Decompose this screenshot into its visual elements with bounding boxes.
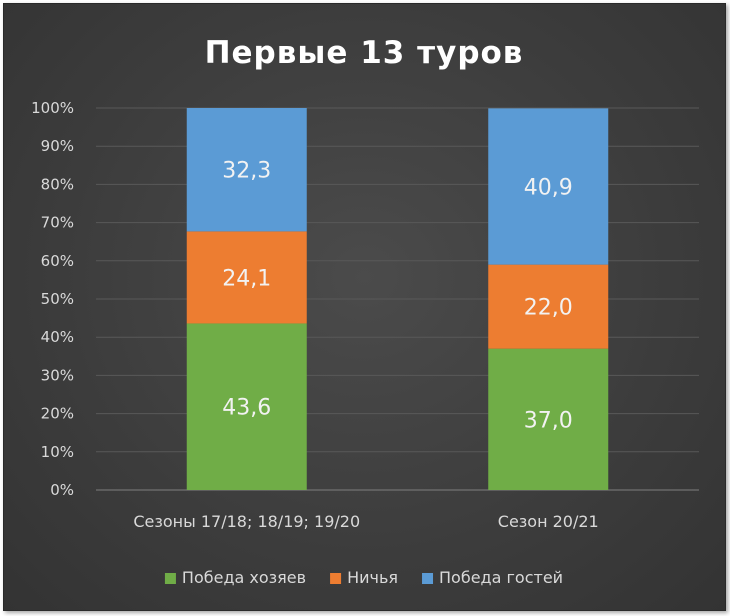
bar-segment: [488, 348, 609, 490]
y-tick-label: 0%: [50, 481, 74, 499]
bar-segment: [488, 264, 609, 349]
data-label: 22,0: [524, 296, 573, 321]
x-category-label: Сезоны 17/18; 18/19; 19/20: [133, 512, 360, 531]
x-category-label: Сезон 20/21: [498, 512, 599, 531]
legend-item: Победа гостей: [422, 568, 563, 587]
chart-svg: Первые 13 туров 0% 10% 20% 30% 40% 50% 60% 70% 8…: [31, 35, 699, 587]
y-tick-label: 100%: [31, 99, 74, 117]
data-label: 32,3: [222, 159, 271, 184]
legend-label: Ничья: [347, 568, 398, 587]
data-label: 24,1: [222, 266, 271, 291]
bar-segment: [186, 108, 307, 232]
legend-label: Победа хозяев: [182, 568, 306, 587]
y-tick-label: 80%: [41, 175, 74, 193]
chart-frame: Первые 13 туров 0% 10% 20% 30% 40% 50% 60% 70% 8…: [3, 3, 726, 611]
legend-item: Победа хозяев: [164, 568, 306, 587]
data-label: 40,9: [524, 176, 573, 201]
bars: 43,6 24,1 32,3 37,0 22,0 40,9: [186, 108, 609, 490]
bar-segment: [186, 231, 307, 324]
y-tick-label: 90%: [41, 137, 74, 155]
y-tick-label: 40%: [41, 328, 74, 346]
data-label: 43,6: [222, 396, 271, 421]
legend-swatch: [422, 573, 434, 584]
y-tick-label: 70%: [41, 214, 74, 232]
legend-swatch: [164, 573, 176, 584]
bar-segment: [186, 323, 307, 490]
y-tick-label: 20%: [41, 405, 74, 423]
legend-item: Ничья: [330, 568, 398, 587]
data-label: 37,0: [524, 408, 573, 433]
y-axis: 0% 10% 20% 30% 40% 50% 60% 70% 80% 90% 100%: [31, 99, 74, 499]
legend-label: Победа гостей: [439, 568, 563, 587]
y-tick-label: 10%: [41, 443, 74, 461]
y-tick-label: 60%: [41, 252, 74, 270]
y-tick-label: 50%: [41, 290, 74, 308]
x-axis: Сезоны 17/18; 18/19; 19/20 Сезон 20/21: [133, 512, 598, 531]
y-tick-label: 30%: [41, 366, 74, 384]
legend-swatch: [330, 573, 342, 584]
bar-segment: [488, 108, 609, 265]
gridlines: [96, 107, 699, 491]
legend: Победа хозяев Ничья Победа гостей: [164, 568, 563, 587]
chart-title: Первые 13 туров: [205, 35, 524, 71]
